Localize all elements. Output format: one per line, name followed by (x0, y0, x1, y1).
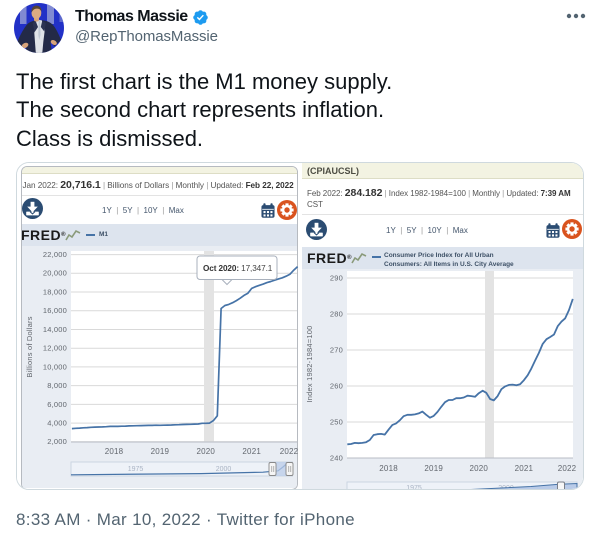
svg-text:22,000: 22,000 (43, 250, 67, 259)
svg-text:2022: 2022 (558, 464, 577, 473)
svg-text:Index 1982-1984=100: Index 1982-1984=100 (305, 326, 314, 403)
svg-text:18,000: 18,000 (43, 287, 67, 296)
svg-text:4,000: 4,000 (47, 419, 67, 428)
svg-text:2018: 2018 (379, 464, 398, 473)
svg-text:270: 270 (330, 345, 343, 354)
svg-text:Oct 2020: 17,347.1: Oct 2020: 17,347.1 (203, 264, 273, 273)
svg-text:240: 240 (330, 453, 343, 462)
svg-text:250: 250 (330, 417, 343, 426)
svg-text:10,000: 10,000 (43, 362, 67, 371)
svg-text:260: 260 (330, 381, 343, 390)
svg-text:2021: 2021 (242, 447, 261, 456)
svg-text:20,000: 20,000 (43, 269, 67, 278)
svg-text:2021: 2021 (515, 464, 534, 473)
svg-text:2000: 2000 (498, 485, 514, 489)
svg-text:Billions of Dollars: Billions of Dollars (25, 316, 34, 377)
svg-text:2022: 2022 (280, 447, 299, 456)
svg-text:2020: 2020 (469, 464, 488, 473)
svg-text:2018: 2018 (105, 447, 124, 456)
svg-text:1975: 1975 (406, 485, 422, 489)
svg-text:290: 290 (330, 273, 343, 282)
svg-text:6,000: 6,000 (47, 400, 67, 409)
svg-text:2020: 2020 (196, 447, 215, 456)
svg-text:280: 280 (330, 309, 343, 318)
svg-text:2,000: 2,000 (47, 437, 67, 446)
svg-text:2019: 2019 (424, 464, 443, 473)
svg-text:2000: 2000 (216, 466, 232, 473)
svg-text:12,000: 12,000 (43, 344, 67, 353)
svg-text:2019: 2019 (151, 447, 170, 456)
svg-text:14,000: 14,000 (43, 325, 67, 334)
svg-text:16,000: 16,000 (43, 306, 67, 315)
svg-text:1975: 1975 (128, 466, 144, 473)
svg-text:8,000: 8,000 (47, 381, 67, 390)
